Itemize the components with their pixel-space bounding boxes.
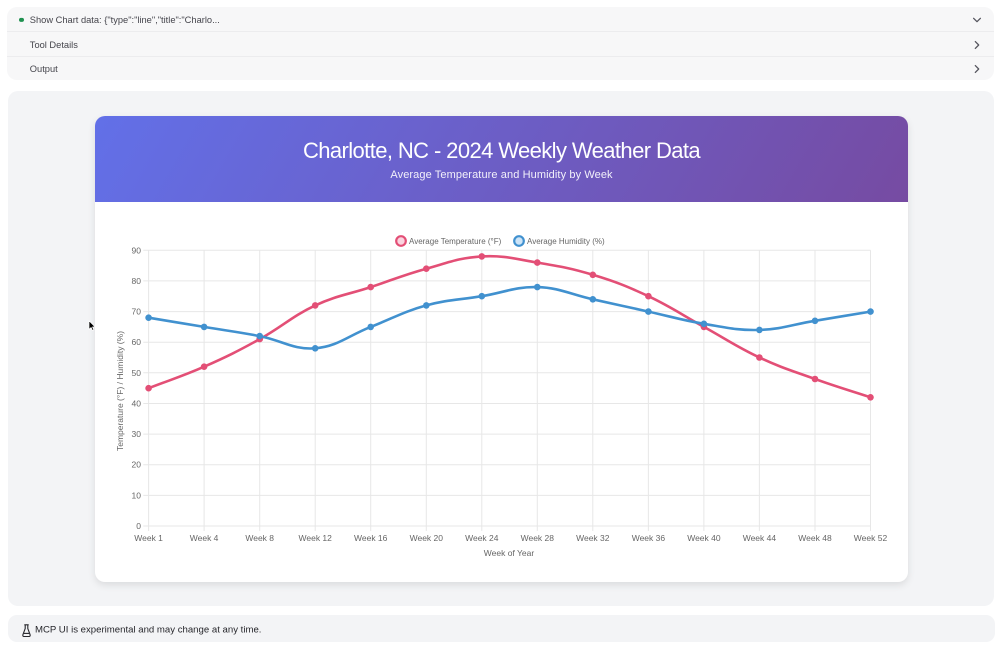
svg-text:10: 10 bbox=[132, 490, 142, 500]
svg-text:Week 16: Week 16 bbox=[354, 533, 388, 543]
svg-text:30: 30 bbox=[132, 429, 142, 439]
svg-text:20: 20 bbox=[132, 460, 142, 470]
svg-text:Week 28: Week 28 bbox=[521, 533, 555, 543]
svg-text:Average Humidity (%): Average Humidity (%) bbox=[527, 237, 605, 246]
svg-text:Week 40: Week 40 bbox=[687, 533, 721, 543]
svg-text:Average Temperature (°F): Average Temperature (°F) bbox=[409, 237, 502, 246]
svg-text:Week 12: Week 12 bbox=[299, 533, 333, 543]
svg-text:80: 80 bbox=[132, 276, 142, 286]
svg-text:Week 24: Week 24 bbox=[465, 533, 499, 543]
svg-text:Week 36: Week 36 bbox=[632, 533, 666, 543]
svg-text:50: 50 bbox=[132, 368, 142, 378]
svg-text:Week 20: Week 20 bbox=[410, 533, 444, 543]
svg-text:0: 0 bbox=[136, 521, 141, 531]
svg-text:Temperature (°F) / Humidity (%: Temperature (°F) / Humidity (%) bbox=[115, 331, 125, 451]
svg-text:Week 44: Week 44 bbox=[743, 533, 777, 543]
svg-text:Week 32: Week 32 bbox=[576, 533, 610, 543]
svg-text:Week of Year: Week of Year bbox=[484, 548, 535, 558]
svg-text:40: 40 bbox=[132, 399, 142, 409]
svg-text:Week 8: Week 8 bbox=[245, 533, 274, 543]
svg-text:60: 60 bbox=[132, 337, 142, 347]
svg-text:Week 48: Week 48 bbox=[798, 533, 832, 543]
svg-text:Week 4: Week 4 bbox=[190, 533, 219, 543]
svg-text:90: 90 bbox=[132, 245, 142, 255]
svg-text:Week 1: Week 1 bbox=[134, 533, 163, 543]
svg-text:70: 70 bbox=[132, 307, 142, 317]
svg-text:Week 52: Week 52 bbox=[854, 533, 888, 543]
